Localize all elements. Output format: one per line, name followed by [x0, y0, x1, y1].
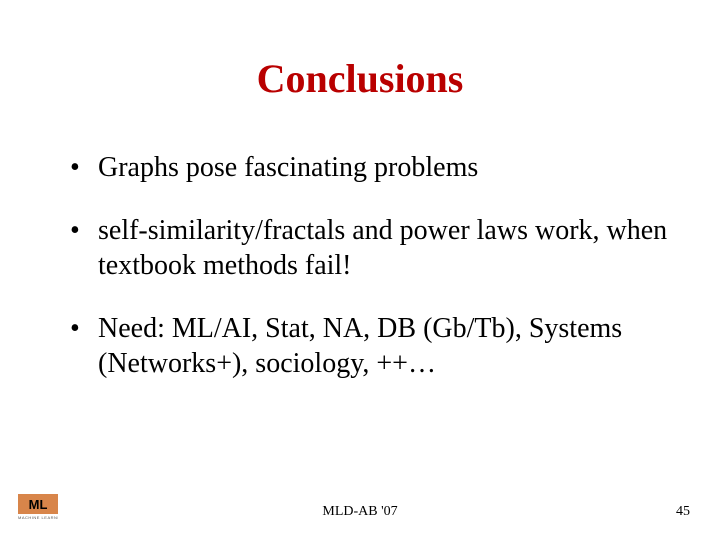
bullet-item: self-similarity/fractals and power laws … [70, 213, 670, 283]
slide: Conclusions Graphs pose fascinating prob… [0, 0, 720, 540]
slide-title: Conclusions [0, 55, 720, 102]
bullet-item: Graphs pose fascinating problems [70, 150, 670, 185]
footer-center: MLD-AB '07 [0, 504, 720, 520]
slide-body: Graphs pose fascinating problems self-si… [70, 150, 670, 409]
slide-number: 45 [676, 504, 690, 520]
bullet-list: Graphs pose fascinating problems self-si… [70, 150, 670, 381]
bullet-item: Need: ML/AI, Stat, NA, DB (Gb/Tb), Syste… [70, 311, 670, 381]
